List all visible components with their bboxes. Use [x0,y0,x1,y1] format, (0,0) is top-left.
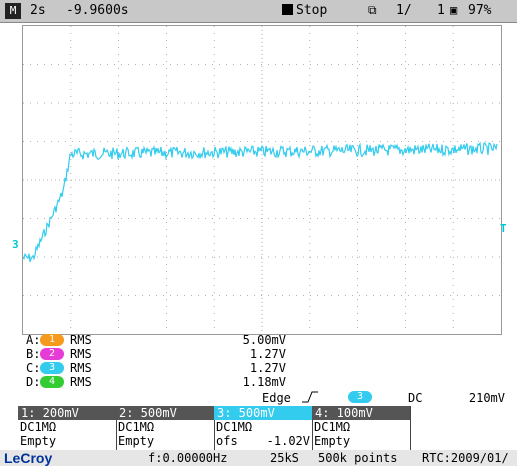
channel-2-coupling: DC1MΩ [118,420,155,434]
channel-4-pill: 4 [40,376,64,388]
trigger-bar[interactable]: Edge 3 DC 210mV [0,390,517,406]
channel-3-settings[interactable]: 3: 500mV DC1MΩ ofs -1.02V [214,406,313,450]
page-indicator: 1/ [396,3,412,18]
measurement-value: 1.18mV [242,375,286,389]
channel-2-state: Empty [118,434,155,448]
rising-edge-icon [302,391,318,403]
run-state[interactable]: Stop [282,3,327,18]
measurement-slot: A: [26,333,41,347]
channel-4-scale: 4: 100mV [312,406,410,420]
page-total: 1 [437,3,445,18]
channel-3-ground-marker[interactable]: 3 [12,238,19,251]
offset-value: -1.02V [266,434,310,448]
measurement-row[interactable]: A: 1 RMS 5.00mV [26,333,506,347]
timebase-readout[interactable]: 2s [30,3,46,18]
channel-4-state: Empty [314,434,351,448]
channel-settings-table: 1: 200mV DC1MΩ Empty 2: 500mV DC1MΩ Empt… [18,406,412,450]
delay-readout[interactable]: -9.9600s [66,3,129,18]
offset-label: ofs [216,434,238,448]
channel-3-offset: ofs -1.02V [214,434,312,448]
run-state-label: Stop [296,3,328,18]
graticule [23,26,501,334]
channel-1-pill: 1 [40,334,64,346]
channel-3-pill: 3 [40,362,64,374]
measurement-slot: C: [26,361,41,375]
channel-3-scale: 3: 500mV [214,406,312,420]
trigger-level: 210mV [468,391,505,405]
channel-2-pill: 2 [40,348,64,360]
measurement-row[interactable]: D: 4 RMS 1.18mV [26,375,506,389]
info-bar: LeCroy f:0.00000Hz 25kS 500k points RTC:… [0,450,517,466]
status-bar: M 2s -9.9600s Stop ⧉ 1/ 1 ▣ 97% [0,0,517,23]
measurement-row[interactable]: B: 2 RMS 1.27V [26,347,506,361]
channel-1-coupling: DC1MΩ [20,420,57,434]
channel-3-coupling: DC1MΩ [216,420,253,434]
measurement-value: 5.00mV [242,333,286,347]
measurement-slot: D: [26,375,41,389]
record-length: 500k points [318,451,398,465]
channel-1-scale: 1: 200mV [18,406,116,420]
channel-4-settings[interactable]: 4: 100mV DC1MΩ Empty [312,406,411,450]
mode-icon: M [5,3,21,19]
trigger-channel-pill: 3 [348,391,372,403]
measurement-row[interactable]: C: 3 RMS 1.27V [26,361,506,375]
trigger-level-marker[interactable]: T [500,222,507,235]
measurement-type: RMS [70,361,92,375]
battery-level: 97% [468,3,492,18]
channel-3-trace [23,141,498,262]
copy-icon[interactable]: ⧉ [368,3,377,17]
trigger-coupling: DC [408,391,423,405]
measurement-type: RMS [70,333,92,347]
trigger-type: Edge [262,391,291,405]
rtc-clock: RTC:2009/01/ [422,451,509,465]
waveform-display[interactable] [22,25,502,335]
frequency-readout: f:0.00000Hz [148,451,228,465]
channel-4-coupling: DC1MΩ [314,420,351,434]
sample-rate: 25kS [270,451,299,465]
measurement-slot: B: [26,347,41,361]
measurement-value: 1.27V [249,347,286,361]
channel-2-settings[interactable]: 2: 500mV DC1MΩ Empty [116,406,215,450]
battery-icon: ▣ [450,3,458,17]
waveform-svg [23,26,501,334]
channel-1-settings[interactable]: 1: 200mV DC1MΩ Empty [18,406,117,450]
measurement-type: RMS [70,375,92,389]
channel-1-state: Empty [20,434,57,448]
stop-icon [282,4,293,15]
lecroy-logo: LeCroy [4,450,53,466]
measurement-type: RMS [70,347,92,361]
channel-2-scale: 2: 500mV [116,406,214,420]
measurement-value: 1.27V [249,361,286,375]
